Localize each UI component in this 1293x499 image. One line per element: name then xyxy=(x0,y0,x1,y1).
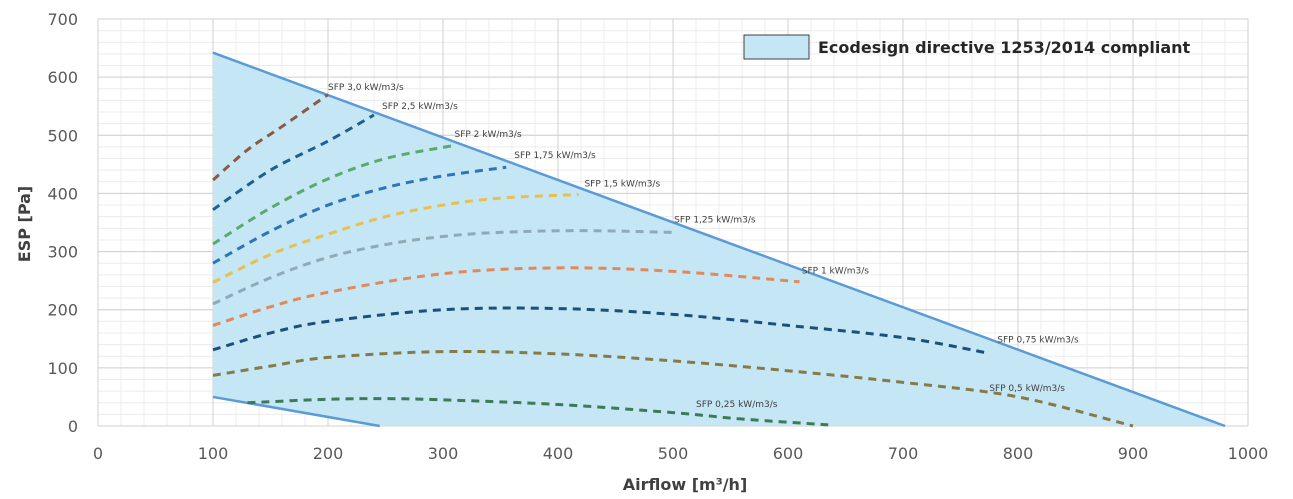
sfp-label: SFP 0,5 kW/m3/s xyxy=(989,384,1065,394)
x-tick-label: 900 xyxy=(1118,444,1149,463)
series-line xyxy=(212,306,990,355)
series-line xyxy=(212,165,507,265)
sfp-label: SFP 2 kW/m3/s xyxy=(455,130,522,140)
y-tick-label: 600 xyxy=(47,68,78,87)
y-tick-label: 200 xyxy=(47,301,78,320)
sfp-label: SFP 1 kW/m3/s xyxy=(802,267,869,277)
x-tick-label: 600 xyxy=(773,444,804,463)
series-line xyxy=(212,193,579,284)
y-tick-label: 700 xyxy=(47,10,78,29)
legend-label: Ecodesign directive 1253/2014 compliant xyxy=(818,38,1191,57)
sfp-label: SFP 2,5 kW/m3/s xyxy=(382,102,458,112)
series-line xyxy=(212,349,1134,428)
x-tick-label: 800 xyxy=(1003,444,1034,463)
sfp-label: SFP 3,0 kW/m3/s xyxy=(328,83,404,93)
sfp-label: SFP 0,25 kW/m3/s xyxy=(696,400,778,410)
sfp-label: SFP 0,75 kW/m3/s xyxy=(997,335,1079,345)
axis-ticks: 0 100 200 300 400 500 600 700 800 900 1000 0 100 200 3… xyxy=(47,10,1268,463)
y-axis-title: ESP [Pa] xyxy=(15,186,34,262)
series-line xyxy=(247,397,829,427)
y-tick-label: 400 xyxy=(47,184,78,203)
lower-boundary-line xyxy=(212,395,380,428)
legend-swatch xyxy=(743,34,810,60)
y-tick-label: 100 xyxy=(47,359,78,378)
x-tick-label: 1000 xyxy=(1228,444,1269,463)
upper-boundary-line xyxy=(212,51,1226,428)
compliant-region xyxy=(212,51,1226,428)
series-line xyxy=(212,144,453,246)
y-tick-label: 500 xyxy=(47,126,78,145)
sfp-label: SFP 1,25 kW/m3/s xyxy=(674,216,756,226)
x-tick-label: 0 xyxy=(93,444,103,463)
sfp-label: SFP 1,5 kW/m3/s xyxy=(584,179,660,189)
sfp-series xyxy=(212,93,1134,428)
x-tick-label: 300 xyxy=(428,444,459,463)
x-axis-title: Airflow [m³/h] xyxy=(623,475,748,494)
sfp-label: SFP 1,75 kW/m3/s xyxy=(514,151,596,161)
legend: Ecodesign directive 1253/2014 compliant xyxy=(743,34,1191,60)
x-tick-label: 200 xyxy=(313,444,344,463)
series-line xyxy=(212,113,375,211)
x-tick-label: 100 xyxy=(198,444,229,463)
y-tick-label: 0 xyxy=(68,417,78,436)
x-tick-label: 700 xyxy=(888,444,919,463)
x-tick-label: 400 xyxy=(543,444,574,463)
y-tick-label: 300 xyxy=(47,243,78,262)
series-line xyxy=(212,93,329,182)
x-tick-label: 500 xyxy=(658,444,689,463)
series-line xyxy=(212,229,674,306)
sfp-annotations: SFP 3,0 kW/m3/s SFP 2,5 kW/m3/s SFP 2 kW/m… xyxy=(328,83,1079,410)
